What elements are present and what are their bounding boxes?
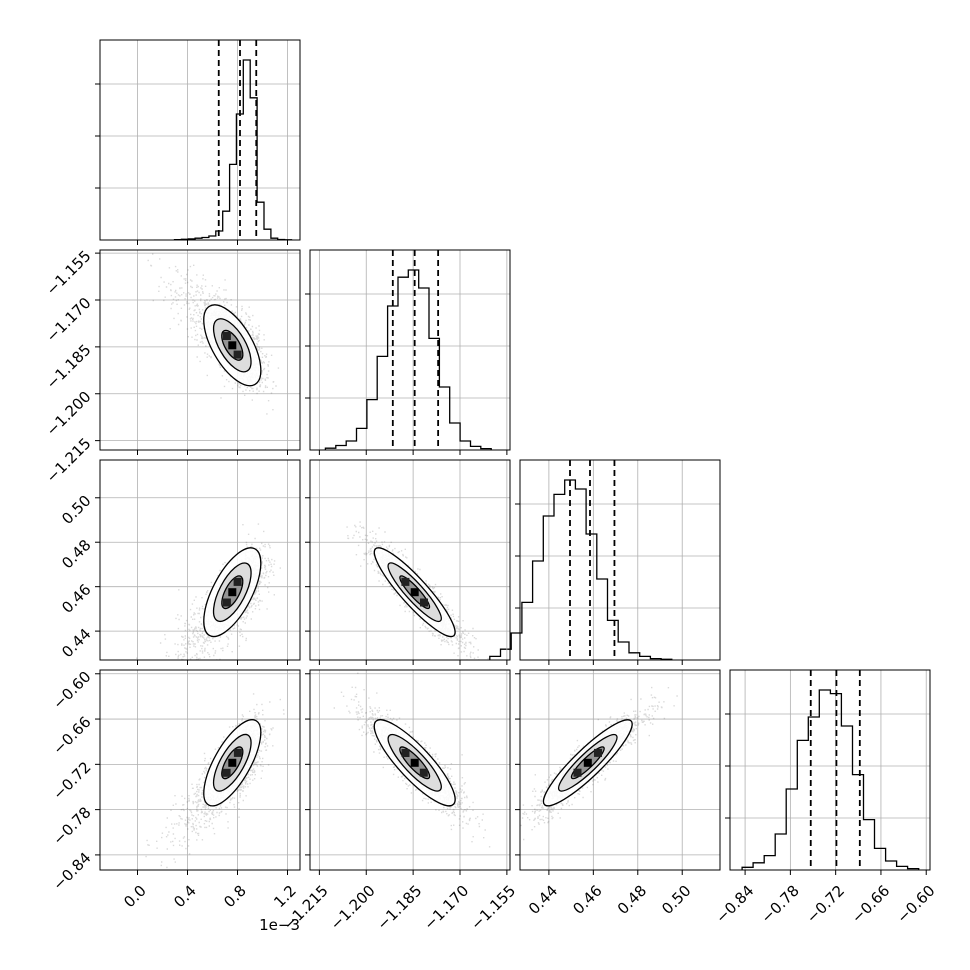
scatter-panel-3-1 bbox=[305, 669, 511, 875]
panel-frame bbox=[99, 669, 301, 871]
density-peak bbox=[233, 350, 242, 359]
scatter-content bbox=[147, 253, 280, 415]
density-peak bbox=[419, 768, 428, 777]
panel-frame bbox=[99, 39, 301, 241]
density-peak bbox=[410, 588, 419, 597]
x-tick-label: 0.46 bbox=[569, 882, 605, 918]
y-tick-label: −0.66 bbox=[49, 713, 94, 758]
histogram-panel-3 bbox=[725, 669, 931, 875]
y-tick-label: −0.60 bbox=[49, 668, 94, 713]
panel-frame bbox=[729, 669, 931, 871]
scatter-content bbox=[520, 686, 678, 841]
x-tick-label: −1.185 bbox=[373, 882, 425, 934]
density-peak bbox=[401, 577, 410, 586]
density-peak bbox=[228, 758, 237, 767]
y-tick-label: −1.170 bbox=[43, 294, 95, 346]
scatter-panel-1-0 bbox=[95, 249, 301, 455]
x-tick-label: −1.200 bbox=[327, 882, 379, 934]
x-tick-label: −1.170 bbox=[420, 882, 472, 934]
scatter-content bbox=[145, 693, 285, 869]
panel-frame bbox=[309, 669, 511, 871]
panel-frame bbox=[519, 669, 721, 871]
scatter-content bbox=[136, 523, 281, 660]
y-tick-label: −1.185 bbox=[43, 341, 95, 393]
density-peak bbox=[573, 768, 582, 777]
histogram-step-line bbox=[489, 479, 673, 660]
density-peak bbox=[594, 748, 602, 757]
panel-frame bbox=[99, 459, 301, 661]
y-tick-label: −1.155 bbox=[43, 247, 95, 299]
density-peak bbox=[401, 749, 410, 757]
scatter-content bbox=[333, 672, 491, 848]
x-offset-label: 1e−3 bbox=[259, 916, 300, 934]
density-peak bbox=[583, 758, 592, 767]
x-tick-label: −0.72 bbox=[803, 882, 848, 927]
scatter-panel-2-0 bbox=[95, 459, 301, 665]
histogram-step-line bbox=[324, 269, 492, 450]
x-tick-label: −0.78 bbox=[758, 882, 803, 927]
y-tick-label: −1.200 bbox=[43, 388, 95, 440]
scatter-panel-2-1 bbox=[305, 459, 511, 665]
histogram-step-line bbox=[741, 689, 920, 870]
x-tick-label: −1.155 bbox=[467, 882, 519, 934]
panel-frame bbox=[99, 249, 301, 451]
density-peak bbox=[222, 332, 231, 340]
panel-frame bbox=[309, 249, 511, 451]
x-tick-label: 0.8 bbox=[220, 882, 250, 912]
x-tick-label: 0.44 bbox=[525, 882, 561, 918]
scatter-content bbox=[346, 521, 489, 660]
x-tick-label: −0.60 bbox=[893, 882, 938, 927]
y-tick-label: 0.48 bbox=[58, 536, 94, 572]
histogram-panel-0 bbox=[95, 39, 301, 245]
y-tick-label: 0.50 bbox=[58, 492, 94, 528]
density-peak bbox=[222, 768, 231, 777]
scatter-points bbox=[147, 253, 280, 415]
density-peak bbox=[420, 598, 428, 607]
y-tick-label: −0.78 bbox=[49, 803, 94, 848]
histogram-panel-1 bbox=[305, 249, 511, 455]
panel-frame bbox=[309, 459, 511, 661]
density-peak bbox=[410, 758, 419, 767]
density-peak bbox=[222, 598, 231, 607]
density-peak bbox=[233, 748, 242, 757]
x-tick-label: −0.66 bbox=[848, 882, 893, 927]
x-tick-label: −0.84 bbox=[712, 882, 757, 927]
x-tick-label: 0.4 bbox=[170, 882, 200, 912]
x-tick-label: 0.0 bbox=[120, 882, 150, 912]
y-tick-label: −0.72 bbox=[49, 758, 94, 803]
y-tick-label: −1.215 bbox=[43, 434, 95, 486]
panel-frame bbox=[519, 459, 721, 661]
x-tick-label: 0.48 bbox=[614, 882, 650, 918]
y-tick-label: 0.46 bbox=[58, 581, 94, 617]
histogram-step-line bbox=[173, 59, 293, 241]
y-tick-label: −0.84 bbox=[49, 849, 94, 894]
density-peak bbox=[228, 588, 237, 597]
scatter-panel-3-2 bbox=[515, 669, 721, 875]
x-tick-label: 0.50 bbox=[658, 882, 694, 918]
density-peak bbox=[233, 577, 242, 586]
density-peak bbox=[228, 341, 237, 350]
histogram-panel-2 bbox=[489, 459, 721, 665]
y-tick-label: 0.44 bbox=[58, 625, 94, 661]
scatter-panel-3-0 bbox=[95, 669, 301, 875]
